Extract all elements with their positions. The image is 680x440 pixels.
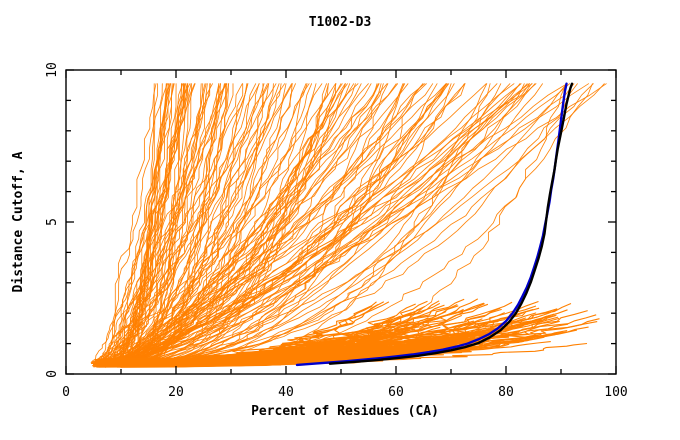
model-curve <box>118 307 501 363</box>
x-tick-label: 20 <box>168 385 184 400</box>
y-axis-title: Distance Cutoff, A <box>11 151 26 292</box>
x-tick-label: 40 <box>278 385 294 400</box>
axis-ticks <box>65 69 617 375</box>
page-title: T1002-D3 <box>308 15 372 30</box>
axis-tick-labels: 0 20 40 60 80 100 0 5 10 <box>45 62 628 400</box>
x-tick-label: 80 <box>498 385 514 400</box>
model-curve <box>95 83 172 364</box>
y-tick-label: 5 <box>45 218 60 226</box>
model-curve <box>91 83 578 363</box>
model-curve <box>101 83 277 362</box>
model-curve <box>127 83 536 364</box>
model-curve <box>124 83 329 364</box>
model-curve <box>98 83 208 364</box>
model-curve <box>94 83 447 364</box>
model-curve <box>108 83 424 365</box>
model-curve <box>121 83 359 362</box>
model-curve <box>111 83 369 362</box>
y-tick-label: 10 <box>45 62 60 78</box>
model-curve <box>106 83 605 364</box>
highlight-curves <box>295 82 574 367</box>
highlight-curve-highlight-black <box>328 82 574 365</box>
model-curve <box>98 83 157 367</box>
model-curve <box>97 83 533 366</box>
model-curve <box>117 339 449 362</box>
model-curve <box>92 83 355 365</box>
model-curve <box>133 301 513 366</box>
x-tick-label: 0 <box>62 385 70 400</box>
model-curve <box>96 83 571 363</box>
model-curve <box>119 83 260 362</box>
model-curve <box>127 83 568 364</box>
model-curve <box>120 83 487 364</box>
x-tick-label: 100 <box>604 385 627 400</box>
model-curve <box>108 83 308 363</box>
x-axis-title: Percent of Residues (CA) <box>251 404 439 419</box>
model-curve <box>123 83 327 363</box>
model-curve <box>92 83 163 364</box>
model-curve <box>94 83 211 363</box>
model-curve <box>127 83 607 366</box>
model-curve <box>94 83 189 362</box>
x-tick-label: 60 <box>388 385 404 400</box>
model-curve <box>101 303 485 360</box>
model-curves-bundle <box>90 83 607 368</box>
model-curve <box>115 83 448 362</box>
model-curve <box>93 83 537 368</box>
model-curve <box>102 83 466 364</box>
model-curve <box>97 83 227 365</box>
model-curve <box>130 83 530 365</box>
model-curve <box>120 314 597 362</box>
model-curve <box>98 83 195 364</box>
y-tick-label: 0 <box>45 370 60 378</box>
model-curve <box>102 83 434 364</box>
model-curve <box>124 83 522 366</box>
model-curve <box>124 303 489 362</box>
model-curve <box>121 83 427 362</box>
model-curve <box>103 334 445 364</box>
